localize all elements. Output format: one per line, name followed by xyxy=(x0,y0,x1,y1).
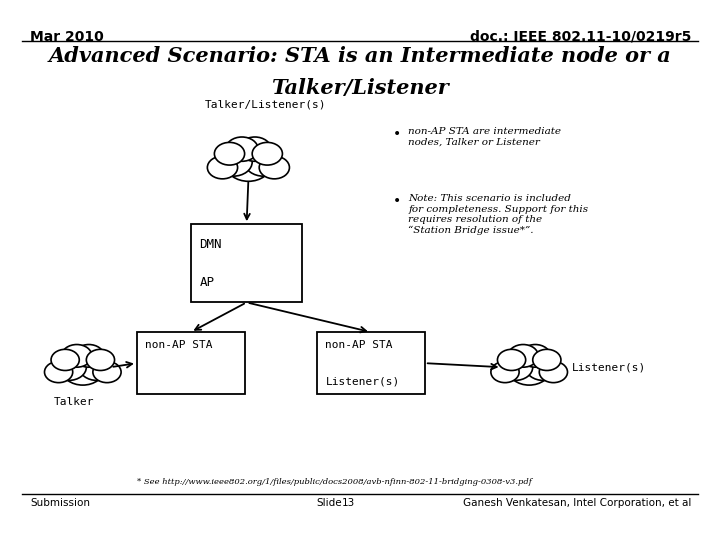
Text: •: • xyxy=(392,127,400,141)
Text: 13: 13 xyxy=(342,498,355,509)
Text: •: • xyxy=(392,194,400,208)
Text: AP: AP xyxy=(199,276,215,289)
Bar xyxy=(191,224,302,302)
Text: DMN: DMN xyxy=(199,238,222,251)
Circle shape xyxy=(533,349,561,370)
Circle shape xyxy=(498,354,533,381)
Text: * See http://www.ieee802.org/1/files/public/docs2008/avb-nfinn-802-11-bridging-0: * See http://www.ieee802.org/1/files/pub… xyxy=(137,478,531,486)
Text: Talker: Talker xyxy=(54,397,94,407)
Text: Note: This scenario is included
for completeness. Support for this
requires reso: Note: This scenario is included for comp… xyxy=(408,194,588,235)
Text: Advanced Scenario: STA is an Intermediate node or a: Advanced Scenario: STA is an Intermediat… xyxy=(49,46,671,66)
Circle shape xyxy=(62,345,92,367)
Text: Submission: Submission xyxy=(30,498,90,509)
Circle shape xyxy=(259,156,289,179)
Text: Ganesh Venkatesan, Intel Corporation, et al: Ganesh Venkatesan, Intel Corporation, et… xyxy=(463,498,691,509)
Circle shape xyxy=(252,143,282,165)
Text: non-AP STA: non-AP STA xyxy=(325,340,393,350)
Circle shape xyxy=(539,361,567,383)
Bar xyxy=(137,332,245,394)
Circle shape xyxy=(45,361,73,383)
Circle shape xyxy=(225,147,271,181)
Text: Listener(s): Listener(s) xyxy=(572,362,646,372)
Circle shape xyxy=(239,137,271,161)
Text: Talker/Listener(s): Talker/Listener(s) xyxy=(205,99,327,110)
Circle shape xyxy=(215,148,252,176)
Circle shape xyxy=(86,349,114,370)
Circle shape xyxy=(508,353,550,385)
Text: Mar 2010: Mar 2010 xyxy=(30,30,104,44)
Text: Talker/Listener: Talker/Listener xyxy=(271,78,449,98)
Circle shape xyxy=(245,148,282,176)
Circle shape xyxy=(226,137,258,161)
Circle shape xyxy=(498,349,526,370)
Text: Listener(s): Listener(s) xyxy=(325,376,400,386)
Circle shape xyxy=(508,345,539,367)
Text: non-AP STA: non-AP STA xyxy=(145,340,213,350)
Circle shape xyxy=(62,353,104,385)
Circle shape xyxy=(93,361,121,383)
Circle shape xyxy=(79,354,114,381)
Circle shape xyxy=(526,354,561,381)
Text: Slide: Slide xyxy=(317,498,343,509)
Circle shape xyxy=(520,345,550,367)
Circle shape xyxy=(51,354,86,381)
Circle shape xyxy=(215,143,245,165)
Text: doc.: IEEE 802.11-10/0219r5: doc.: IEEE 802.11-10/0219r5 xyxy=(470,30,691,44)
Circle shape xyxy=(491,361,519,383)
Bar xyxy=(317,332,425,394)
Circle shape xyxy=(207,156,238,179)
Circle shape xyxy=(51,349,79,370)
Circle shape xyxy=(73,345,104,367)
Text: non-AP STA are intermediate
nodes, Talker or Listener: non-AP STA are intermediate nodes, Talke… xyxy=(408,127,562,146)
